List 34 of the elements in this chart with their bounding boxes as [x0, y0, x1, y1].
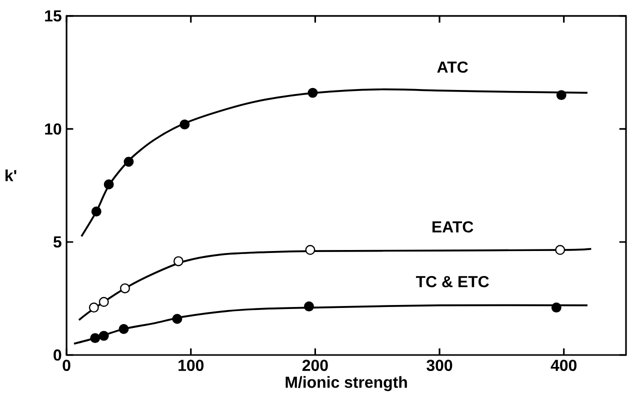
- point: [308, 88, 318, 98]
- point: [172, 314, 182, 324]
- point: [118, 324, 129, 334]
- line-series: [80, 88, 588, 238]
- y-axis-title: k': [6, 170, 16, 182]
- point: [98, 330, 109, 341]
- point: [90, 333, 100, 344]
- point: [180, 120, 190, 130]
- x-tick-label: 200: [302, 360, 328, 372]
- series-label: ATC: [437, 62, 468, 73]
- point: [120, 283, 130, 294]
- x-tick-label: 100: [178, 360, 204, 372]
- y-tick-label: 10: [45, 123, 62, 135]
- point: [91, 206, 102, 217]
- series-label: EATC: [432, 221, 474, 233]
- point: [556, 90, 566, 100]
- y-tick-label: 0: [54, 349, 62, 361]
- point: [98, 296, 109, 307]
- x-axis-title: M/ionic strength: [286, 376, 407, 392]
- x-tick-label: 400: [550, 360, 576, 372]
- x-tick-label: 300: [426, 360, 452, 372]
- y-tick-label: 5: [53, 236, 62, 248]
- x-tick-label: 0: [62, 360, 70, 372]
- point: [305, 244, 316, 255]
- point: [304, 302, 314, 312]
- y-tick-label: 15: [45, 10, 62, 22]
- point: [124, 156, 134, 167]
- series-label: TC & ETC: [416, 276, 489, 288]
- point: [551, 302, 562, 313]
- point: [88, 302, 99, 313]
- point: [173, 256, 184, 266]
- point: [104, 179, 114, 190]
- point: [555, 244, 566, 255]
- line-series: [73, 304, 588, 345]
